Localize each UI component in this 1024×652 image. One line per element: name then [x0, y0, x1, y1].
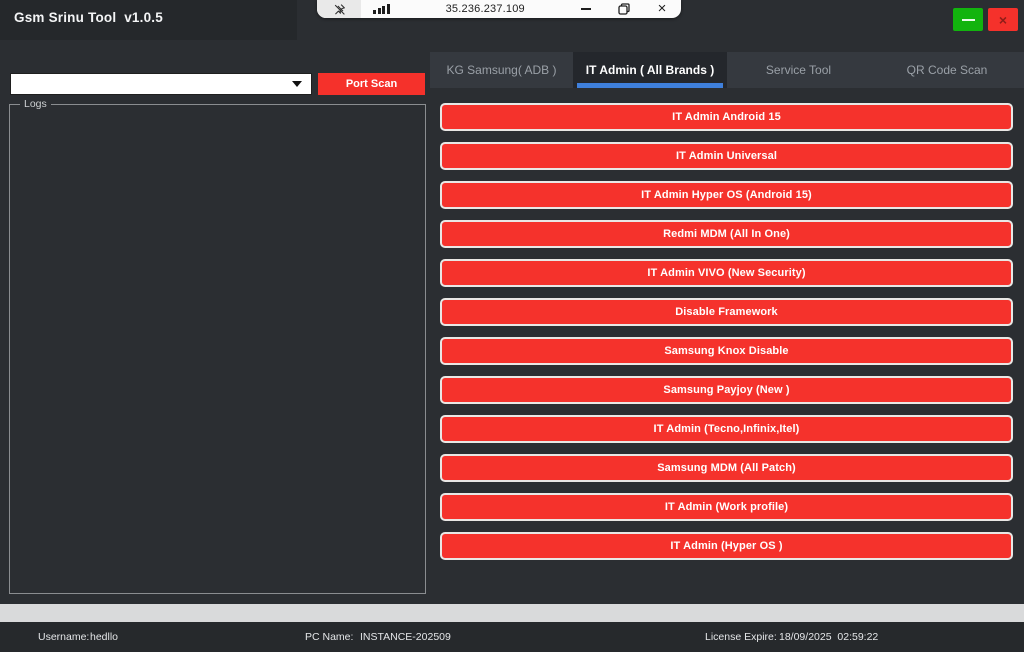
license-expire-label: License Expire: [705, 631, 777, 643]
app-close-button[interactable]: × [988, 8, 1018, 31]
port-combobox[interactable] [10, 73, 312, 95]
it-admin-vivo-new-security-button[interactable]: IT Admin VIVO (New Security) [440, 259, 1013, 287]
logs-label: Logs [20, 98, 51, 110]
bottom-divider-bar [0, 604, 1024, 622]
restore-window-icon [618, 3, 630, 15]
samsung-mdm-all-patch-button[interactable]: Samsung MDM (All Patch) [440, 454, 1013, 482]
pc-name-value: INSTANCE-202509 [360, 631, 451, 643]
username-label: Username: [38, 631, 90, 643]
it-admin-universal-button[interactable]: IT Admin Universal [440, 142, 1013, 170]
it-admin-work-profile-button[interactable]: IT Admin (Work profile) [440, 493, 1013, 521]
tab-qr-code-scan[interactable]: QR Code Scan [906, 63, 988, 77]
signal-bars-icon [373, 4, 390, 14]
connection-restore-button[interactable] [605, 0, 643, 18]
disable-framework-button[interactable]: Disable Framework [440, 298, 1013, 326]
it-admin-hyper-os-button[interactable]: IT Admin (Hyper OS ) [440, 532, 1013, 560]
action-button-list: IT Admin Android 15 IT Admin Universal I… [440, 103, 1013, 571]
it-admin-android-15-button[interactable]: IT Admin Android 15 [440, 103, 1013, 131]
port-scan-button[interactable]: Port Scan [318, 73, 425, 95]
active-tab-underline [577, 83, 723, 88]
status-bar: Username: hedllo PC Name: INSTANCE-20250… [0, 622, 1024, 652]
pin-off-icon [334, 3, 345, 15]
minimize-icon [961, 18, 975, 21]
logs-groupbox: Logs [9, 98, 426, 594]
tab-service-tool[interactable]: Service Tool [765, 63, 832, 77]
redmi-mdm-all-in-one-button[interactable]: Redmi MDM (All In One) [440, 220, 1013, 248]
it-admin-tecno-infinix-itel-button[interactable]: IT Admin (Tecno,Infinix,Itel) [440, 415, 1013, 443]
tab-it-admin-all-brands[interactable]: IT Admin ( All Brands ) [573, 52, 727, 88]
dropdown-arrow-icon [292, 81, 302, 87]
app-title: Gsm Srinu Tool v1.0.5 [14, 10, 163, 25]
tab-strip: KG Samsung( ADB ) IT Admin ( All Brands … [430, 52, 1024, 88]
samsung-knox-disable-button[interactable]: Samsung Knox Disable [440, 337, 1013, 365]
connection-minimize-button[interactable] [567, 0, 605, 18]
samsung-payjoy-new-button[interactable]: Samsung Payjoy (New ) [440, 376, 1013, 404]
connection-close-button[interactable]: × [657, 0, 667, 17]
pin-toggle-button[interactable] [317, 0, 361, 18]
remote-connection-bar[interactable]: 35.236.237.109 × [317, 0, 681, 18]
minimize-icon [581, 8, 591, 10]
app-minimize-button[interactable] [953, 8, 983, 31]
tab-kg-samsung-adb[interactable]: KG Samsung( ADB ) [446, 63, 557, 77]
pc-name-label: PC Name: [305, 631, 354, 643]
it-admin-hyper-os-android-15-button[interactable]: IT Admin Hyper OS (Android 15) [440, 181, 1013, 209]
license-expire-value: 18/09/2025 02:59:22 [779, 631, 879, 643]
title-bar: Gsm Srinu Tool v1.0.5 [0, 0, 297, 40]
connection-ip: 35.236.237.109 [445, 3, 525, 15]
username-value: hedllo [90, 631, 119, 643]
